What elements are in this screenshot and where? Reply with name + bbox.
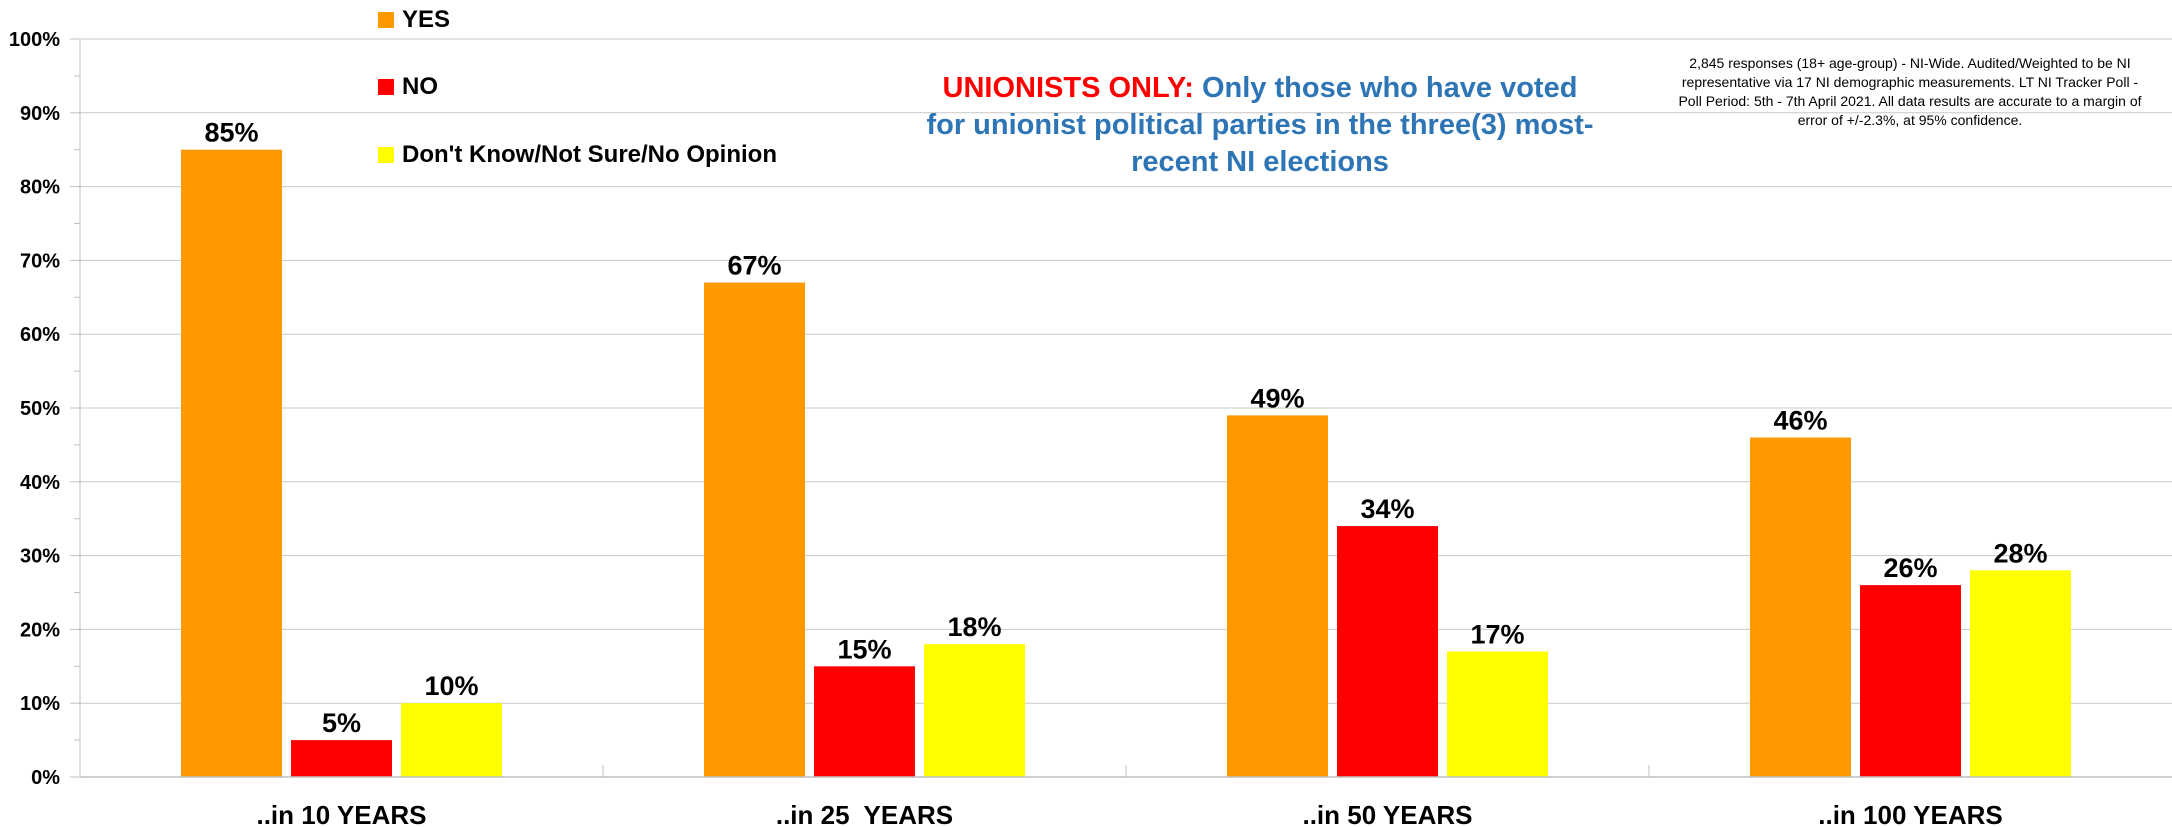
- data-label: 85%: [204, 118, 258, 148]
- data-labels: 85% 5% 10% 67% 15% 18% 49% 34% 17% 46% 26% 28%: [204, 118, 2047, 738]
- gridlines: [80, 38, 2172, 704]
- data-label: 26%: [1883, 553, 1937, 583]
- bar-don-t-know-not-sure-no-opinion-1: [401, 703, 502, 777]
- legend-label-dont-know: Don't Know/Not Sure/No Opinion: [402, 141, 777, 168]
- methodology-note: 2,845 responses (18+ age-group) - NI-Wid…: [1678, 55, 2142, 128]
- bar-don-t-know-not-sure-no-opinion-2: [924, 644, 1025, 777]
- data-label: 34%: [1360, 494, 1414, 524]
- y-tick-label: 90%: [20, 103, 60, 125]
- legend-swatch-yes: [378, 12, 394, 28]
- chart-title: UNIONISTS ONLY: Only those who have vote…: [920, 70, 1600, 181]
- bar-no-3: [1337, 526, 1438, 777]
- y-tick-label: 30%: [20, 546, 60, 568]
- legend-item-yes: YES: [378, 6, 450, 34]
- y-tick-label: 10%: [20, 693, 60, 715]
- legend-label-no: NO: [402, 73, 438, 100]
- bar-don-t-know-not-sure-no-opinion-3: [1447, 651, 1548, 777]
- y-tick-label: 70%: [20, 250, 60, 272]
- y-tick-label: 20%: [20, 619, 60, 641]
- y-tick-label: 60%: [20, 324, 60, 346]
- chart-title-main: Only those who have voted for unionist p…: [926, 72, 1594, 178]
- data-label: 17%: [1470, 620, 1524, 650]
- data-label: 67%: [727, 251, 781, 281]
- x-tick-label: ..in 25 YEARS: [776, 800, 953, 827]
- x-tick-label: ..in 50 YEARS: [1302, 800, 1472, 827]
- bar-yes-1: [181, 149, 282, 777]
- bar-no-1: [291, 740, 392, 777]
- legend-swatch-dont-know: [378, 147, 394, 163]
- x-tick-label: ..in 100 YEARS: [1818, 800, 2003, 827]
- data-label: 5%: [322, 708, 361, 738]
- legend-label-yes: YES: [402, 6, 451, 33]
- legend-swatch-no: [378, 79, 394, 95]
- data-label: 10%: [424, 671, 478, 701]
- data-label: 18%: [947, 612, 1001, 642]
- data-label: 46%: [1773, 406, 1827, 436]
- data-label: 49%: [1250, 383, 1304, 413]
- y-tick-label: 80%: [20, 177, 60, 199]
- data-label: 28%: [1993, 538, 2047, 568]
- bar-yes-4: [1750, 437, 1851, 777]
- legend-item-no: NO: [378, 73, 438, 101]
- data-label: 15%: [837, 634, 891, 664]
- bar-no-4: [1860, 585, 1961, 777]
- bar-don-t-know-not-sure-no-opinion-4: [1970, 570, 2071, 777]
- axes: 0% 10% 20% 30% 40% 50% 60% 70% 80% 90% 100% ..in 10…: [9, 29, 2172, 827]
- bars: [181, 149, 2071, 777]
- bar-yes-3: [1227, 415, 1328, 777]
- y-tick-label: 100%: [9, 29, 60, 51]
- y-tick-label: 40%: [20, 472, 60, 494]
- y-tick-label: 50%: [20, 398, 60, 420]
- x-tick-label: ..in 10 YEARS: [256, 800, 426, 827]
- bar-no-2: [814, 666, 915, 777]
- legend: YES NO Don't Know/Not Sure/No Opinion: [378, 0, 978, 180]
- y-tick-label: 0%: [31, 767, 60, 789]
- legend-item-dont-know: Don't Know/Not Sure/No Opinion: [378, 141, 777, 169]
- chart-title-prefix: UNIONISTS ONLY:: [942, 72, 1194, 104]
- bar-yes-2: [704, 282, 805, 777]
